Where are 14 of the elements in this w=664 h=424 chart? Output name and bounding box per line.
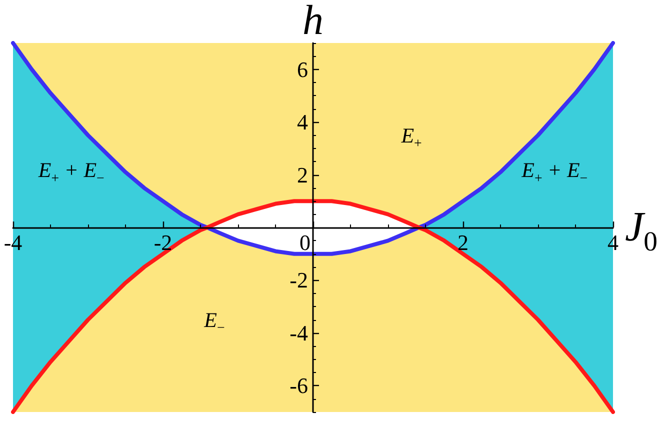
- y-tick-label: -2: [290, 268, 308, 293]
- x-tick-label: -2: [154, 230, 172, 255]
- y-tick-label: 6: [297, 56, 308, 82]
- y-axis-title: h: [302, 0, 324, 44]
- x-tick-label: 2: [458, 230, 468, 255]
- series-label: E+ + E−: [37, 158, 105, 186]
- y-tick-label: 2: [297, 162, 308, 188]
- series-label: E−: [203, 308, 225, 335]
- series-label: E+: [400, 123, 422, 150]
- text: E+ + E−: [522, 158, 588, 186]
- y-tick-label: -6: [290, 373, 308, 398]
- y-tick-label: 4: [297, 110, 308, 135]
- y-tick-label: -4: [290, 320, 308, 346]
- x-tick-label: 0: [300, 230, 310, 255]
